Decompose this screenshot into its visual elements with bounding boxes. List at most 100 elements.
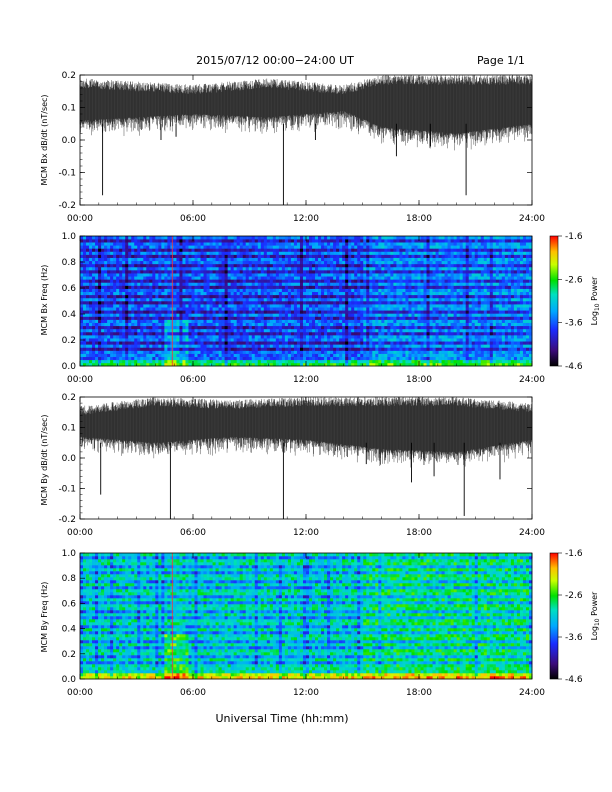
spectrogram-cell xyxy=(315,328,319,333)
spectrogram-cell xyxy=(269,359,274,364)
spectrogram-cell xyxy=(173,266,177,271)
spectrogram-cell xyxy=(405,291,409,296)
spectrogram-cell xyxy=(266,322,271,327)
spectrogram-cell xyxy=(366,248,370,252)
spectrogram-cell xyxy=(420,331,424,336)
spectrogram-cell xyxy=(209,288,213,293)
spectrogram-cell xyxy=(176,239,180,243)
spectrogram-cell xyxy=(125,341,129,345)
spectrogram-cell xyxy=(426,331,430,336)
spectrogram-cell xyxy=(275,294,280,299)
spectrogram-cell xyxy=(155,301,159,305)
spectrogram-cell xyxy=(113,294,117,299)
spectrogram-cell xyxy=(155,254,159,258)
spectrogram-cell xyxy=(131,236,135,240)
spectrogram-cell xyxy=(266,260,271,265)
spectrogram-cell xyxy=(263,236,268,240)
spectrogram-cell xyxy=(80,353,84,358)
spectrogram-cell xyxy=(269,301,274,305)
spectrogram-cell xyxy=(327,353,331,358)
spectrogram-cell xyxy=(339,347,343,351)
spectrogram-cell xyxy=(378,273,382,277)
spectrogram-cell xyxy=(315,251,319,255)
spectrogram-cell xyxy=(236,273,240,277)
spectrogram-cell xyxy=(209,236,213,240)
spectrogram-cell xyxy=(360,356,364,361)
spectrogram-cell xyxy=(194,294,198,299)
spectrogram-cell xyxy=(197,254,201,258)
spectrogram-cell xyxy=(402,297,406,302)
spectrogram-cell xyxy=(396,279,400,283)
spectrogram-cell xyxy=(179,279,183,283)
spectrogram-cell xyxy=(345,316,349,320)
spectrogram-cell xyxy=(360,335,364,339)
spectrogram-cell xyxy=(275,356,280,361)
spectrogram-cell xyxy=(116,350,120,354)
spectrogram-cell xyxy=(140,260,144,265)
spectrogram-cell xyxy=(393,331,397,336)
spectrogram-cell xyxy=(354,350,358,354)
spectrogram-cell xyxy=(125,362,129,367)
spectrogram-cell xyxy=(393,242,397,246)
spectrogram-cell xyxy=(215,307,219,311)
spectrogram-cell xyxy=(230,297,234,302)
spectrogram-cell xyxy=(381,236,385,240)
spectrogram-cell xyxy=(89,316,93,320)
spectrogram-cell xyxy=(369,319,373,323)
spectrogram-cell xyxy=(110,344,114,348)
spectrogram-cell xyxy=(179,331,183,336)
spectrogram-cell xyxy=(318,347,322,351)
spectrogram-cell xyxy=(293,338,298,342)
spectrogram-cell xyxy=(411,359,415,364)
spectrogram-cell xyxy=(86,350,90,354)
spectrogram-cell xyxy=(134,279,138,283)
spectrogram-cell xyxy=(128,285,132,289)
spectrogram-cell xyxy=(357,248,361,252)
spectrogram-cell xyxy=(287,344,292,348)
spectrogram-cell xyxy=(134,288,138,293)
spectrogram-cell xyxy=(312,279,316,283)
spectrogram-cell xyxy=(330,328,334,333)
spectrogram-cell xyxy=(122,301,126,305)
spectrogram-cell xyxy=(351,338,355,342)
spectrogram-cell xyxy=(278,270,283,274)
spectrogram-cell xyxy=(354,276,358,280)
spectrogram-cell xyxy=(278,338,283,342)
spectrogram-cell xyxy=(393,285,397,289)
spectrogram-cell xyxy=(399,313,403,317)
spectrogram-cell xyxy=(284,236,289,240)
spectrogram-cell xyxy=(212,344,216,348)
spectrogram-cell xyxy=(318,279,322,283)
spectrogram-cell xyxy=(122,282,126,286)
spectrogram-cell xyxy=(315,319,319,323)
spectrogram-cell xyxy=(152,356,156,361)
spectrogram-cell xyxy=(194,248,198,252)
spectrogram-cell xyxy=(230,254,234,258)
spectrogram-cell xyxy=(312,260,316,265)
spectrogram-cell xyxy=(257,350,262,354)
spectrogram-cell xyxy=(260,266,265,271)
spectrogram-cell xyxy=(266,279,271,283)
spectrogram-cell xyxy=(426,341,430,345)
spectrogram-cell xyxy=(339,288,343,293)
spectrogram-cell xyxy=(167,291,171,296)
spectrogram-cell xyxy=(327,263,331,268)
spectrogram-cell xyxy=(378,248,382,252)
spectrogram-cell xyxy=(110,263,114,268)
spectrogram-cell xyxy=(396,310,400,314)
spectrogram-cell xyxy=(113,307,117,311)
spectrogram-cell xyxy=(125,254,129,258)
spectrogram-cell xyxy=(86,260,90,265)
spectrogram-cell xyxy=(80,307,84,311)
spectrogram-cell xyxy=(176,245,180,249)
spectrogram-cell xyxy=(420,350,424,354)
spectrogram-cell xyxy=(278,307,283,311)
spectrogram-cell xyxy=(101,362,105,367)
spectrogram-cell xyxy=(369,282,373,286)
spectrogram-cell xyxy=(399,331,403,336)
spectrogram-cell xyxy=(275,273,280,277)
spectrogram-cell xyxy=(396,344,400,348)
spectrogram-cell xyxy=(309,304,313,308)
spectrogram-cell xyxy=(143,297,147,302)
spectrogram-cell xyxy=(95,316,99,320)
